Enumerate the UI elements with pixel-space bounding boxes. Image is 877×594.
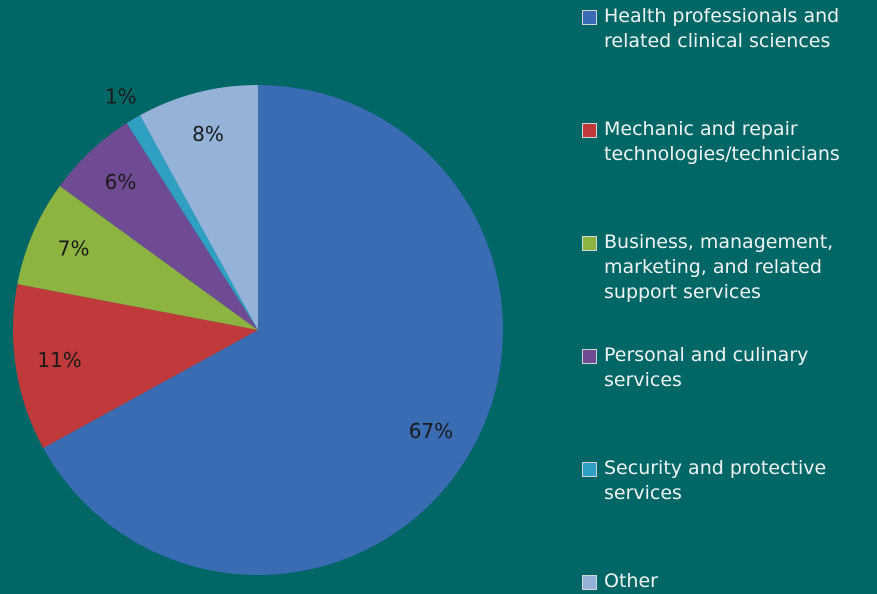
data-label: 1% xyxy=(105,85,137,109)
chart: 67% 11% 7% 6% 1% 8% xyxy=(13,85,504,576)
legend-item: Health professionals and related clinica… xyxy=(582,4,877,54)
legend-item: Security and protective services xyxy=(582,456,877,506)
pie-slice xyxy=(139,85,258,330)
pie-slice xyxy=(43,85,504,576)
legend-swatch xyxy=(582,10,597,25)
pie-slice xyxy=(126,115,258,330)
legend-item: Mechanic and repair technologies/technic… xyxy=(582,117,877,167)
pie-slice xyxy=(13,284,258,449)
legend-swatch xyxy=(582,236,597,251)
legend-label: Business, management, marketing, and rel… xyxy=(604,231,834,303)
legend-item: Personal and culinary services xyxy=(582,343,877,393)
legend-label: Mechanic and repair technologies/technic… xyxy=(604,118,840,165)
legend-item: Business, management, marketing, and rel… xyxy=(582,230,877,305)
legend-label: Personal and culinary services xyxy=(604,344,809,391)
legend-label: Other xyxy=(604,570,658,592)
pie-slice xyxy=(59,123,259,331)
legend-swatch xyxy=(582,349,597,364)
legend-label: Health professionals and related clinica… xyxy=(604,5,840,52)
legend-item: Other xyxy=(582,569,877,594)
pie-slice xyxy=(17,185,258,330)
legend-swatch xyxy=(582,123,597,138)
data-label: 6% xyxy=(105,170,137,194)
legend-swatch xyxy=(582,462,597,477)
legend-swatch xyxy=(582,575,597,590)
data-label: 67% xyxy=(409,419,453,443)
data-label: 7% xyxy=(58,237,90,261)
data-label: 8% xyxy=(192,122,224,146)
legend-label: Security and protective services xyxy=(604,457,827,504)
data-label: 11% xyxy=(37,348,81,372)
